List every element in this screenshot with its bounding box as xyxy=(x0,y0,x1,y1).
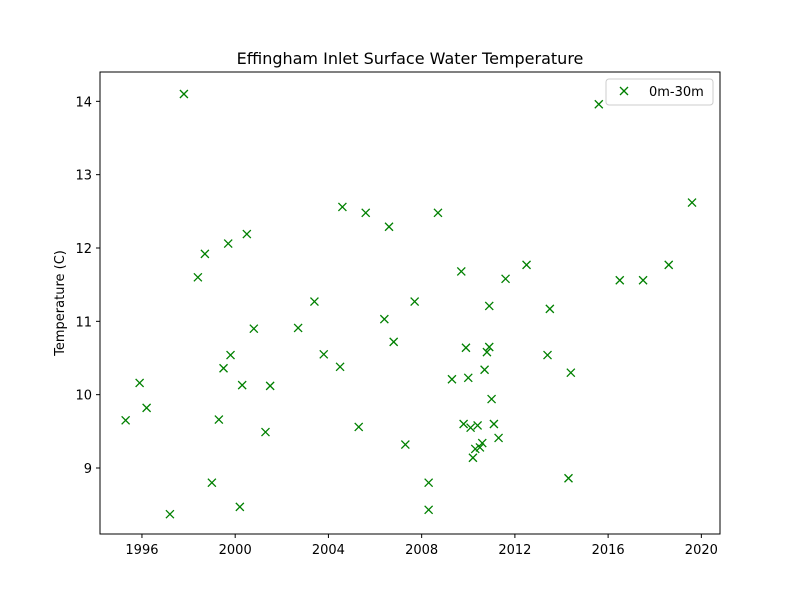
data-point xyxy=(433,208,443,218)
y-tick-label: 10 xyxy=(75,389,92,404)
legend-marker xyxy=(619,86,629,96)
data-point xyxy=(242,229,252,239)
y-tick-label: 14 xyxy=(75,95,92,110)
data-point xyxy=(193,272,203,282)
data-point xyxy=(468,453,478,463)
data-point xyxy=(200,249,210,259)
data-point xyxy=(384,222,394,232)
data-point xyxy=(337,202,347,212)
data-point xyxy=(293,323,303,333)
x-tick-label: 2004 xyxy=(312,543,345,558)
legend-entry-label: 0m-30m xyxy=(649,85,704,100)
data-point xyxy=(235,502,245,512)
legend-box xyxy=(605,78,714,106)
data-point xyxy=(456,267,466,276)
data-point xyxy=(142,403,152,413)
y-tick-label: 9 xyxy=(84,462,92,477)
data-point xyxy=(237,380,247,390)
data-point xyxy=(309,297,319,306)
x-tick-label: 2020 xyxy=(685,543,718,558)
data-point xyxy=(424,505,434,515)
data-point xyxy=(265,381,275,391)
x-tick-label: 2012 xyxy=(498,543,531,558)
data-point xyxy=(564,473,573,483)
data-point xyxy=(389,337,399,347)
data-point xyxy=(477,438,487,448)
data-point xyxy=(664,260,674,270)
data-point xyxy=(489,419,499,429)
plot-frame xyxy=(99,71,721,535)
data-point xyxy=(249,324,259,334)
data-point xyxy=(424,478,434,488)
data-point xyxy=(475,443,485,452)
data-point xyxy=(466,423,476,433)
data-point xyxy=(447,374,457,384)
y-tick-label: 12 xyxy=(75,242,92,257)
data-point xyxy=(594,99,604,109)
data-point xyxy=(379,314,389,324)
data-point xyxy=(461,343,471,353)
data-point xyxy=(165,509,175,519)
data-point xyxy=(223,239,233,249)
chart-title: Effingham Inlet Surface Water Temperatur… xyxy=(237,49,584,68)
data-point xyxy=(522,260,532,270)
data-point xyxy=(261,427,270,437)
data-point xyxy=(482,347,492,357)
data-point xyxy=(361,208,371,218)
data-point xyxy=(207,478,217,488)
data-point xyxy=(459,419,469,429)
y-tick-label: 11 xyxy=(75,315,92,330)
data-point xyxy=(463,373,473,383)
x-tick-label: 2008 xyxy=(405,543,438,558)
data-point xyxy=(687,198,697,207)
data-point xyxy=(501,274,511,284)
data-point xyxy=(121,415,131,425)
data-point xyxy=(214,415,224,425)
data-point xyxy=(219,363,228,373)
legend: 0m-30m xyxy=(605,78,714,106)
x-tick-label: 1996 xyxy=(125,543,158,558)
y-axis-ticks: 9 10 11 12 13 14 xyxy=(75,95,100,477)
x-tick-label: 2000 xyxy=(219,543,252,558)
data-point xyxy=(410,297,420,306)
data-point xyxy=(494,433,504,443)
data-point xyxy=(319,349,329,359)
data-point xyxy=(545,304,555,314)
y-tick-label: 13 xyxy=(75,169,92,184)
data-point xyxy=(484,342,494,352)
y-axis-label: Temperature (C) xyxy=(53,250,68,357)
x-axis-ticks: 1996 2000 2004 2008 2012 2016 2020 xyxy=(125,534,718,558)
data-point xyxy=(473,421,483,430)
data-point xyxy=(638,275,648,285)
data-point xyxy=(400,440,410,449)
data-point xyxy=(484,301,494,311)
data-point xyxy=(335,362,345,372)
data-point xyxy=(354,422,364,432)
data-point xyxy=(487,394,497,404)
data-point xyxy=(179,89,189,99)
data-markers xyxy=(121,89,697,519)
data-point xyxy=(615,275,625,285)
data-point xyxy=(135,378,145,388)
data-point xyxy=(566,368,576,378)
x-tick-label: 2016 xyxy=(592,543,625,558)
data-point xyxy=(543,350,552,360)
data-point xyxy=(480,365,490,375)
data-point xyxy=(226,350,235,360)
